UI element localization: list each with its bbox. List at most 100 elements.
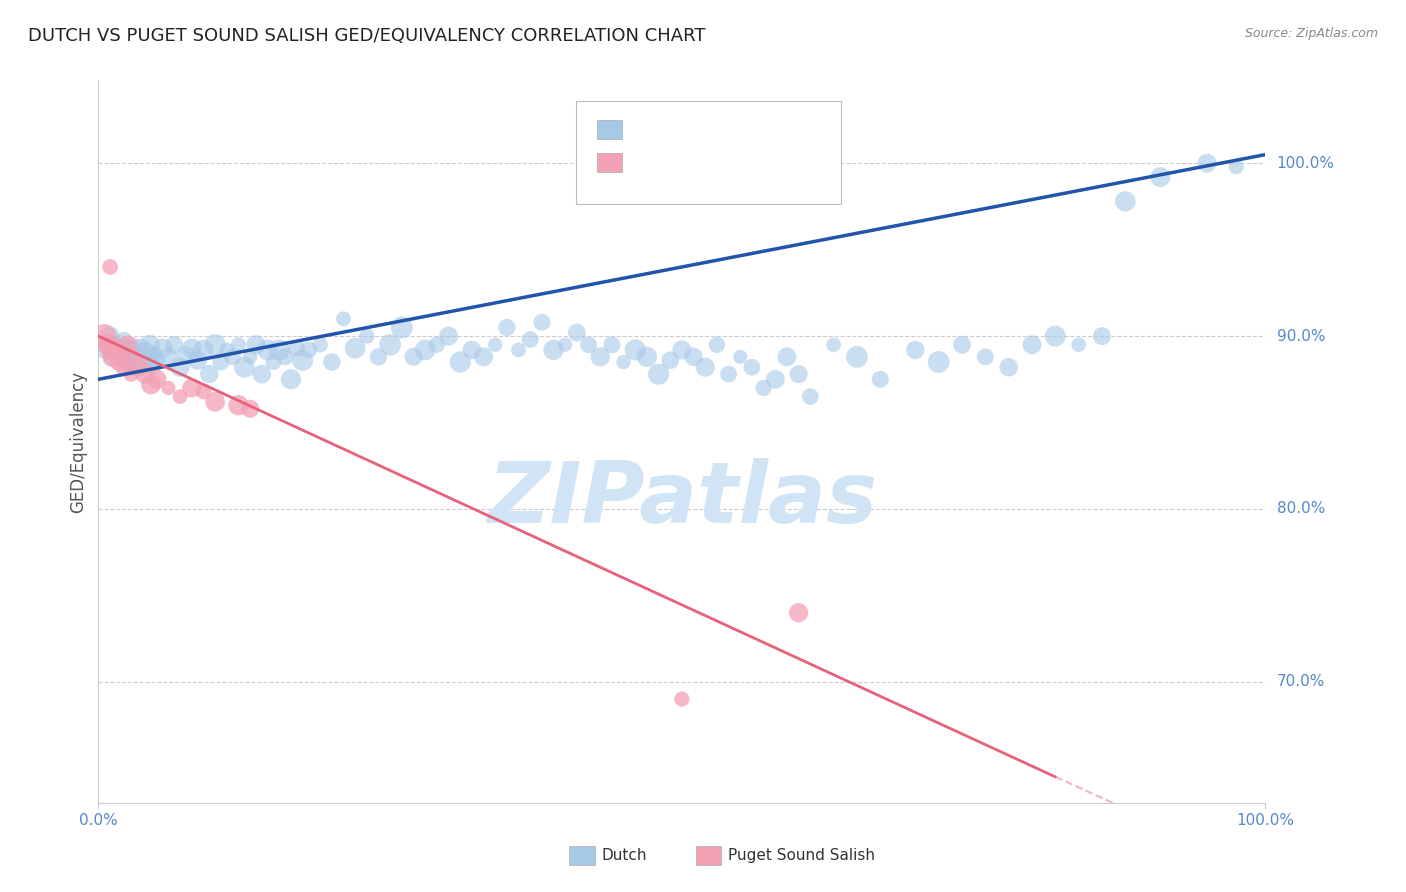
Point [787, 606, 810, 620]
Point [262, 355, 284, 369]
Point [496, 320, 519, 334]
Point [600, 337, 623, 351]
Point [228, 337, 250, 351]
Point [111, 346, 134, 360]
Point [122, 350, 145, 364]
Point [413, 343, 436, 357]
Point [356, 329, 378, 343]
Point [163, 337, 186, 351]
Point [565, 326, 588, 340]
Point [974, 350, 997, 364]
Point [215, 343, 238, 357]
Point [695, 360, 717, 375]
Point [112, 360, 135, 375]
Point [717, 367, 740, 381]
Point [380, 337, 402, 351]
Point [115, 355, 138, 369]
Text: 100.0%: 100.0% [1277, 156, 1334, 170]
Point [108, 350, 131, 364]
Point [682, 350, 704, 364]
Point [291, 353, 314, 368]
Point [706, 337, 728, 351]
Point [118, 343, 141, 357]
Text: 0.591: 0.591 [676, 122, 725, 137]
Point [624, 343, 647, 357]
Point [484, 337, 506, 351]
Point [730, 350, 752, 364]
Point [367, 350, 389, 364]
Point [193, 343, 215, 357]
Point [578, 337, 600, 351]
Text: Source: ZipAtlas.com: Source: ZipAtlas.com [1244, 27, 1378, 40]
Point [198, 367, 221, 381]
Point [519, 333, 541, 347]
Point [928, 355, 950, 369]
Point [209, 355, 232, 369]
Point [321, 355, 343, 369]
Point [239, 401, 262, 416]
Point [763, 372, 786, 386]
Point [391, 320, 413, 334]
Point [122, 337, 145, 351]
Point [309, 337, 332, 351]
Point [141, 359, 163, 373]
Point [776, 350, 799, 364]
Point [93, 329, 115, 343]
Point [250, 367, 273, 381]
Point [101, 350, 124, 364]
Text: N =: N = [737, 155, 772, 170]
Point [554, 337, 576, 351]
Point [823, 337, 845, 351]
Point [112, 333, 135, 347]
Text: 80.0%: 80.0% [1277, 501, 1324, 516]
Point [104, 337, 127, 351]
Point [117, 337, 139, 351]
Point [245, 337, 267, 351]
Point [846, 350, 869, 364]
Point [120, 367, 142, 381]
Text: DUTCH VS PUGET SOUND SALISH GED/EQUIVALENCY CORRELATION CHART: DUTCH VS PUGET SOUND SALISH GED/EQUIVALE… [28, 27, 706, 45]
Text: 70.0%: 70.0% [1277, 674, 1324, 690]
Point [461, 343, 484, 357]
Point [344, 341, 367, 355]
Text: R =: R = [630, 155, 664, 170]
Point [647, 367, 669, 381]
Point [134, 367, 156, 381]
Point [752, 381, 775, 395]
Point [904, 343, 927, 357]
Point [157, 381, 180, 395]
Text: 114: 114 [782, 122, 814, 137]
Point [1067, 337, 1090, 351]
Point [741, 360, 763, 375]
Point [111, 341, 134, 355]
Point [426, 337, 449, 351]
Point [127, 348, 149, 362]
Point [280, 372, 302, 386]
Point [98, 329, 121, 343]
Point [285, 341, 308, 355]
Point [146, 353, 169, 368]
Point [204, 337, 226, 351]
Point [125, 360, 148, 375]
Point [950, 337, 973, 351]
Point [332, 311, 354, 326]
Text: R =: R = [630, 122, 664, 137]
Point [1091, 329, 1114, 343]
Text: 90.0%: 90.0% [1277, 328, 1324, 343]
Point [134, 343, 156, 357]
Point [869, 372, 891, 386]
Point [98, 343, 121, 357]
Point [508, 343, 530, 357]
Point [1225, 160, 1247, 174]
Point [659, 353, 682, 368]
Text: 25: 25 [782, 155, 804, 170]
Point [613, 355, 636, 369]
Point [169, 390, 191, 404]
Point [204, 394, 226, 409]
Point [152, 341, 174, 355]
Point [98, 260, 121, 274]
Point [108, 355, 131, 369]
Point [449, 355, 471, 369]
Point [180, 381, 202, 395]
Point [136, 350, 159, 364]
